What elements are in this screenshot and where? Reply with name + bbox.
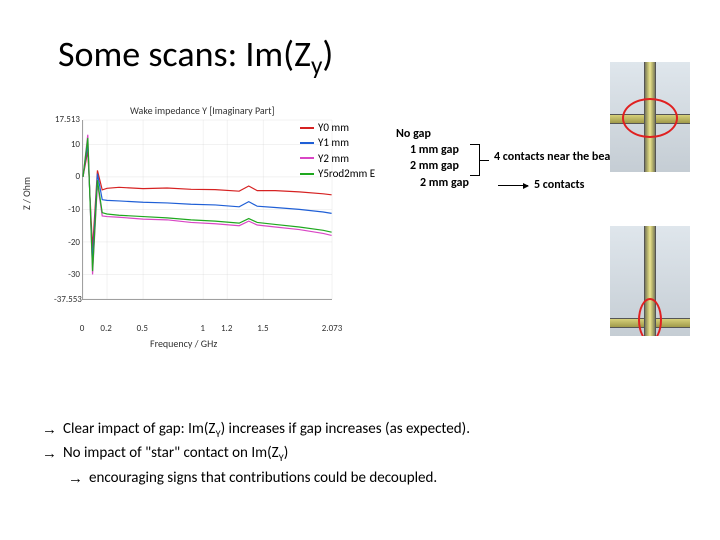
legend-item: Y2 mm xyxy=(300,151,375,166)
ytick-label: -30 xyxy=(54,269,80,280)
legend-swatch xyxy=(300,173,314,175)
gap-labels: No gap 1 mm gap 2 mm gap 2 mm gap xyxy=(396,126,469,191)
chart-title: Wake impedance Y [Imaginary Part] xyxy=(130,104,275,117)
legend-label: Y2 mm xyxy=(318,151,349,166)
legend-label: Y1 mm xyxy=(318,135,349,150)
conclusions: → Clear impact of gap: Im(ZY) increases … xyxy=(42,418,470,490)
xtick-label: 1.5 xyxy=(257,323,268,334)
bracket-icon xyxy=(470,144,480,176)
bullet-1: → Clear impact of gap: Im(ZY) increases … xyxy=(42,418,470,442)
gap-label-1: 1 mm gap xyxy=(410,142,469,158)
chart-plot-area xyxy=(82,120,332,300)
arrow-icon xyxy=(498,185,528,186)
legend-swatch xyxy=(300,157,314,159)
legend-item: Y5rod2mm E xyxy=(300,166,375,181)
gap-label-3: 2 mm gap xyxy=(420,175,469,191)
gap-label-2: 2 mm gap xyxy=(410,158,469,174)
xtick-label: 1 xyxy=(200,323,205,334)
legend-label: Y0 mm xyxy=(318,120,349,135)
ytick-label: 10 xyxy=(54,139,80,150)
ytick-label: -10 xyxy=(54,204,80,215)
bullet3-text: encouraging signs that contributions cou… xyxy=(89,467,437,490)
bullet2-prefix: No impact of "star" contact on Im(Z xyxy=(63,444,279,462)
annotation-4-contacts: 4 contacts near the beam xyxy=(494,150,620,164)
bullet2-suffix: ) xyxy=(284,444,289,462)
xtick-label: 2.073 xyxy=(322,323,343,334)
render-bottom xyxy=(610,226,690,336)
xtick-label: 1.2 xyxy=(221,323,232,334)
arrow-glyph-icon: → xyxy=(42,442,57,466)
bullet-2: → No impact of "star" contact on Im(ZY) xyxy=(42,442,470,466)
legend-label: Y5rod2mm E xyxy=(318,166,375,181)
title-prefix: Some scans: Im(Z xyxy=(58,32,311,76)
xtick-label: 0.2 xyxy=(100,323,111,334)
ytick-label: 0 xyxy=(54,171,80,182)
title-subscript: y xyxy=(311,50,322,81)
ytick-label: -20 xyxy=(54,237,80,248)
highlight-oval-icon xyxy=(622,98,678,138)
ytick-label: 17.513 xyxy=(54,114,80,125)
chart-svg xyxy=(83,120,332,299)
bullet1-suffix: ) increases if gap increases (as expecte… xyxy=(221,420,470,438)
gap-label-0: No gap xyxy=(396,126,469,142)
legend-swatch xyxy=(300,127,314,129)
chart-legend: Y0 mmY1 mmY2 mmY5rod2mm E xyxy=(300,120,375,182)
arrow-glyph-icon: → xyxy=(68,467,83,490)
chart-xlabel: Frequency / GHz xyxy=(150,337,217,350)
legend-item: Y1 mm xyxy=(300,135,375,150)
xtick-label: 0 xyxy=(80,323,85,334)
chart-ylabel: Z / Ohm xyxy=(20,177,33,210)
page-title: Some scans: Im(Zy) xyxy=(58,32,333,81)
bullet-3: → encouraging signs that contributions c… xyxy=(68,467,470,490)
ytick-label: -37.553 xyxy=(54,294,80,305)
highlight-oval-icon xyxy=(638,298,662,336)
bullet1-prefix: Clear impact of gap: Im(Z xyxy=(63,420,215,438)
legend-item: Y0 mm xyxy=(300,120,375,135)
arrow-glyph-icon: → xyxy=(42,418,57,442)
title-suffix: ) xyxy=(322,32,333,76)
legend-swatch xyxy=(300,142,314,144)
render-top xyxy=(610,62,690,172)
annotation-5-contacts: 5 contacts xyxy=(534,178,584,192)
xtick-label: 0.5 xyxy=(137,323,148,334)
